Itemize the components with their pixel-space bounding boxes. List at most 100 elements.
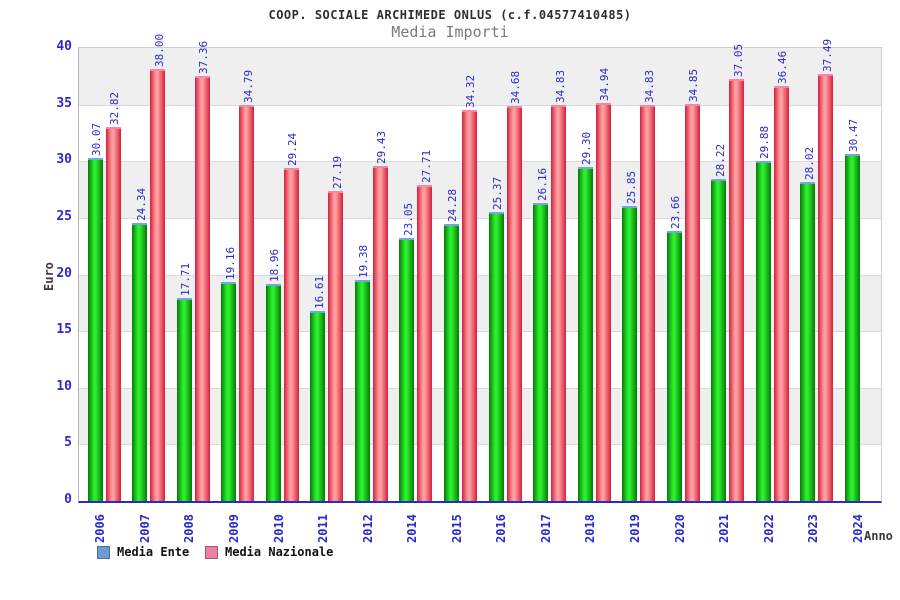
bar-media-ente-2007 bbox=[132, 223, 148, 501]
y-tick-label: 35 bbox=[56, 95, 72, 111]
x-tick-label-2022: 2022 bbox=[761, 514, 776, 543]
grid-band bbox=[79, 274, 881, 332]
gridline bbox=[79, 274, 881, 276]
x-tick-label-2012: 2012 bbox=[360, 514, 375, 543]
bar-value-label: 28.22 bbox=[713, 144, 727, 178]
bar-value-label: 19.16 bbox=[223, 246, 237, 280]
bar-value-label: 34.79 bbox=[241, 69, 255, 103]
bar-value-label: 26.16 bbox=[535, 167, 549, 201]
legend-item-media-nazionale: Media Nazionale bbox=[205, 546, 333, 559]
bar-value-label: 34.94 bbox=[598, 68, 612, 102]
bar-media-ente-2012 bbox=[354, 279, 370, 501]
bar-value-label: 37.49 bbox=[820, 39, 834, 73]
x-tick-label-2007: 2007 bbox=[137, 514, 152, 543]
y-tick-label: 25 bbox=[56, 208, 72, 224]
bar-value-label: 27.19 bbox=[330, 155, 344, 190]
bar-media-nazionale-2007 bbox=[150, 68, 166, 501]
y-tick-label: 40 bbox=[56, 39, 72, 54]
bar-value-label: 34.68 bbox=[509, 71, 522, 105]
y-tick-label: 20 bbox=[56, 265, 72, 281]
bar-value-label: 25.37 bbox=[491, 176, 504, 210]
legend-label-media-ente: Media Ente bbox=[117, 545, 190, 559]
bar-media-nazionale-2020 bbox=[684, 104, 700, 501]
bar-media-ente-2010 bbox=[265, 284, 281, 501]
x-tick-label-2019: 2019 bbox=[627, 514, 642, 543]
legend-swatch-media-ente bbox=[97, 546, 110, 559]
bar-media-ente-2018 bbox=[577, 167, 593, 501]
x-tick-label-2009: 2009 bbox=[226, 514, 241, 543]
bar-value-label: 30.07 bbox=[90, 123, 103, 157]
x-tick-label-2023: 2023 bbox=[806, 514, 821, 543]
bar-value-label: 38.00 bbox=[152, 33, 166, 67]
bar-value-label: 27.71 bbox=[419, 150, 433, 184]
legend-label-media-nazionale: Media Nazionale bbox=[225, 545, 334, 559]
x-tick-label-2011: 2011 bbox=[316, 514, 331, 543]
gridline bbox=[79, 387, 881, 389]
gridline bbox=[79, 161, 881, 163]
x-tick-label-2014: 2014 bbox=[405, 514, 420, 543]
bar-media-nazionale-2023 bbox=[818, 74, 834, 501]
bar-media-nazionale-2009 bbox=[239, 105, 255, 501]
bar-value-label: 23.66 bbox=[669, 195, 683, 230]
bar-value-label: 17.71 bbox=[179, 263, 193, 297]
x-tick-label-2024: 2024 bbox=[850, 514, 865, 543]
bar-value-label: 29.43 bbox=[375, 130, 389, 164]
bar-value-label: 36.46 bbox=[776, 50, 790, 85]
bar-media-nazionale-2021 bbox=[729, 79, 745, 501]
bar-media-nazionale-2008 bbox=[194, 75, 210, 501]
bar-media-ente-2015 bbox=[443, 224, 459, 501]
gridline bbox=[79, 217, 881, 219]
bar-value-label: 34.83 bbox=[642, 69, 656, 103]
bar-value-label: 24.34 bbox=[134, 188, 148, 222]
bar-value-label: 18.96 bbox=[268, 249, 282, 283]
bar-media-ente-2009 bbox=[221, 282, 237, 501]
bar-media-ente-2017 bbox=[533, 202, 549, 501]
bar-media-ente-2011 bbox=[310, 310, 326, 501]
bar-media-nazionale-2006 bbox=[105, 127, 121, 501]
x-tick-label-2016: 2016 bbox=[494, 514, 509, 543]
bar-media-ente-2022 bbox=[755, 160, 771, 501]
x-tick-label-2015: 2015 bbox=[449, 514, 464, 543]
bar-media-ente-2006 bbox=[87, 158, 103, 501]
bar-media-ente-2023 bbox=[800, 181, 816, 501]
legend-item-media-ente: Media Ente bbox=[97, 546, 189, 559]
bar-value-label: 30.47 bbox=[847, 118, 861, 152]
bar-media-nazionale-2018 bbox=[595, 103, 611, 501]
bar-value-label: 34.85 bbox=[687, 69, 701, 103]
bar-media-nazionale-2014 bbox=[417, 185, 433, 501]
bar-value-label: 37.05 bbox=[731, 44, 745, 78]
bar-value-label: 29.88 bbox=[758, 125, 772, 159]
bar-media-ente-2021 bbox=[711, 179, 727, 501]
bar-media-nazionale-2015 bbox=[461, 110, 477, 501]
y-tick-label: 15 bbox=[56, 322, 72, 338]
bar-media-nazionale-2012 bbox=[372, 165, 388, 501]
y-tick-label: 0 bbox=[64, 492, 72, 507]
chart-subtitle: Media Importi bbox=[391, 23, 509, 41]
grid-band bbox=[79, 387, 881, 445]
bar-media-nazionale-2010 bbox=[283, 167, 299, 501]
grid-band bbox=[79, 48, 881, 105]
x-tick-label-2008: 2008 bbox=[182, 514, 197, 543]
bar-value-label: 16.61 bbox=[312, 275, 326, 309]
bar-value-label: 28.02 bbox=[802, 146, 816, 180]
x-tick-label-2021: 2021 bbox=[717, 514, 732, 543]
bar-media-ente-2020 bbox=[666, 231, 682, 501]
bar-media-nazionale-2017 bbox=[551, 104, 567, 501]
grid-band bbox=[79, 161, 881, 218]
bar-value-label: 34.32 bbox=[464, 75, 478, 109]
y-tick-label: 10 bbox=[56, 378, 72, 394]
x-tick-label-2020: 2020 bbox=[672, 514, 687, 543]
gridline bbox=[79, 331, 881, 333]
bar-media-ente-2014 bbox=[399, 237, 415, 501]
bar-media-nazionale-2019 bbox=[640, 104, 656, 501]
bar-media-nazionale-2022 bbox=[773, 86, 789, 501]
bar-value-label: 25.85 bbox=[624, 171, 638, 205]
x-tick-label-2018: 2018 bbox=[583, 514, 598, 543]
gridline bbox=[79, 444, 881, 446]
bar-value-label: 37.36 bbox=[197, 40, 211, 74]
bar-media-nazionale-2016 bbox=[506, 106, 522, 501]
bar-value-label: 32.82 bbox=[108, 92, 121, 126]
bar-value-label: 23.05 bbox=[401, 202, 415, 236]
x-tick-label-2017: 2017 bbox=[538, 514, 553, 543]
